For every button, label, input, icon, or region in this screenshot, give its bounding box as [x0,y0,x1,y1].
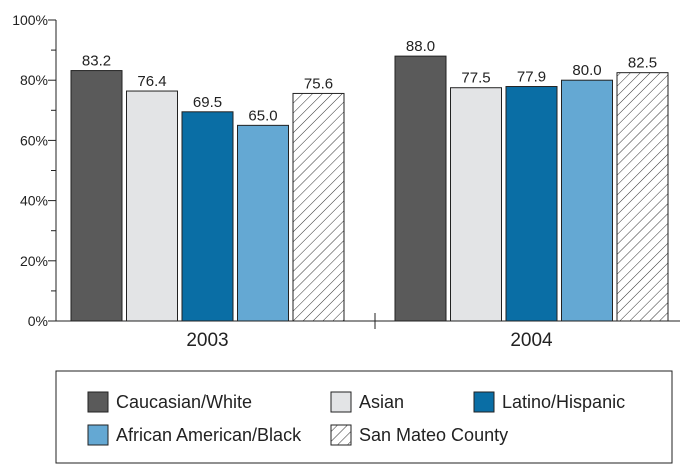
bar [616,72,669,322]
legend-swatch [87,391,109,413]
bar [126,90,178,322]
legend: Caucasian/White Asian Latino/Hispanic Afric… [55,370,673,464]
bar [70,70,123,322]
x-category-label: 2003 [186,330,228,351]
bar [394,55,447,322]
x-category-label: 2004 [510,330,553,351]
bar [181,111,234,322]
bar-value-label: 76.4 [137,73,166,90]
y-tick-label: 0% [28,313,48,329]
legend-label: Caucasian/White [116,392,252,412]
legend-swatch [330,424,352,446]
bar [292,92,345,322]
bar-value-label: 88.0 [406,38,435,55]
legend-swatch [87,424,109,446]
legend-label: San Mateo County [359,425,508,445]
bar-value-label: 75.6 [304,75,333,92]
y-tick-label: 40% [20,193,48,209]
bar-value-label: 77.9 [517,69,546,86]
y-tick-label: 100% [12,12,48,28]
bar [505,86,558,322]
bar-value-label: 80.0 [572,62,601,79]
legend-box [55,370,673,464]
bar-value-label: 82.5 [628,55,657,72]
legend-label: Asian [359,392,404,412]
legend-label: Latino/Hispanic [502,392,625,412]
bars: 83.2 76.4 69.5 65.0 75.6 2003 88.0 77.5 77.9 80.0… [70,38,669,351]
y-tick-label: 80% [20,72,48,88]
bar [561,79,613,322]
legend-label: African American/Black [116,425,302,445]
y-tick-label: 20% [20,253,48,269]
bar-value-label: 65.0 [248,107,277,124]
legend-swatch [473,391,495,413]
bar-value-label: 69.5 [193,94,222,111]
legend-swatch [330,391,352,413]
bar [450,87,502,322]
bar-value-label: 83.2 [82,53,111,70]
bar [237,124,289,322]
y-tick-label: 60% [20,132,48,148]
bar-value-label: 77.5 [461,70,490,87]
